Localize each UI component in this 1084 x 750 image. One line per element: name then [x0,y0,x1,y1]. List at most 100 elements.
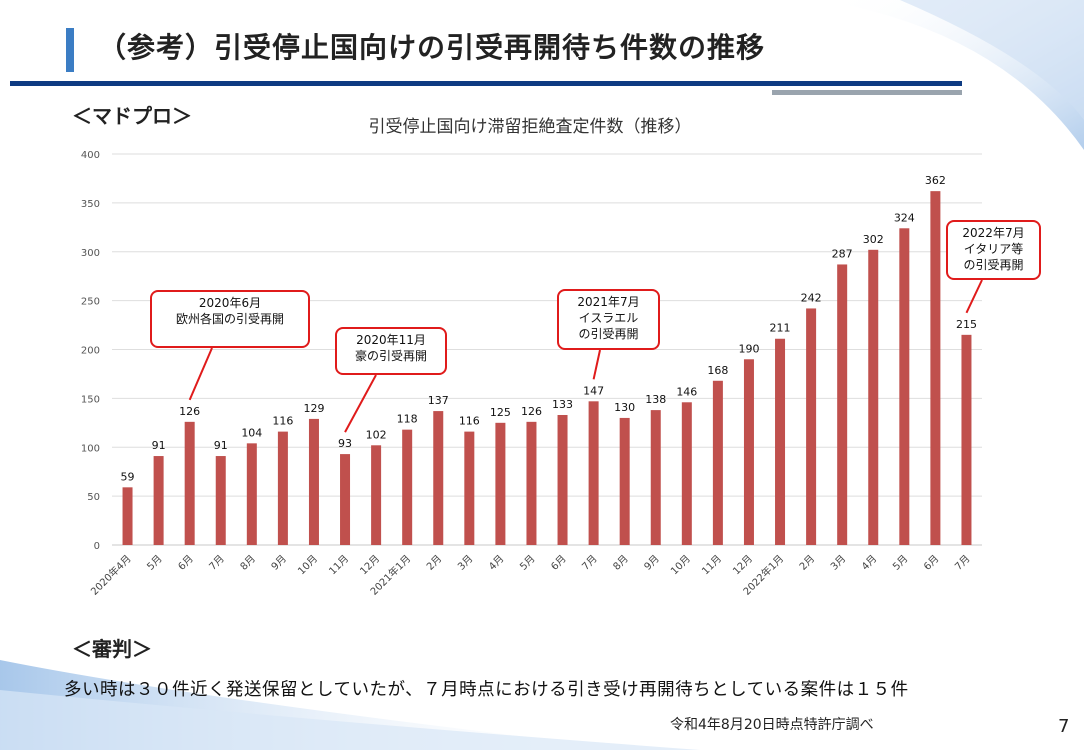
bar [122,487,133,545]
bar [743,359,754,545]
data-label: 125 [490,406,511,419]
x-tick-label: 3月 [828,553,848,573]
bar [619,417,630,545]
bar [681,402,692,545]
x-tick-label: 4月 [859,553,879,573]
callout-line: イスラエル [578,311,639,325]
bar [433,411,444,545]
data-label: 242 [801,291,822,304]
x-tick-label: 8月 [238,553,258,573]
callout-pointer [592,349,601,380]
data-label: 118 [397,413,418,426]
data-label: 91 [214,439,228,452]
callout-pointer [188,347,213,401]
x-tick-label: 9月 [269,553,289,573]
bar [650,410,661,545]
data-label: 126 [521,405,542,418]
callout-line: 豪の引受再開 [354,349,427,363]
callout-2020-11: 2020年11月 豪の引受再開 [335,327,447,375]
title-accent-bar [66,28,74,72]
bar [184,421,195,545]
section-heading-shinpan: ＜審判＞ [72,637,152,661]
x-tick-label: 11月 [327,553,352,578]
x-tick-label: 2020年4月 [88,552,134,598]
bar [961,334,972,545]
data-label: 215 [956,318,977,331]
bar [806,308,817,545]
data-label: 362 [925,174,946,187]
y-tick-label: 350 [81,199,100,210]
x-tick-label: 5月 [890,553,910,573]
data-label: 93 [338,437,352,450]
x-tick-label: 6月 [921,553,941,573]
bar [588,401,599,545]
callout-line: 2021年7月 [577,295,640,309]
bar [930,191,941,545]
y-tick-label: 300 [81,248,100,259]
title-underline-grey [772,90,962,95]
bar [308,418,319,545]
data-label: 126 [179,405,200,418]
data-label: 190 [738,342,759,355]
callout-line: 欧州各国の引受再開 [175,312,284,326]
data-label: 211 [770,322,791,335]
y-tick-label: 150 [81,394,100,405]
chart-title: 引受停止国向け滞留拒絶査定件数（推移） [368,117,692,137]
bar [402,429,413,545]
callout-2021-07: 2021年7月 イスラエル の引受再開 [557,289,660,350]
bar [371,445,382,545]
x-tick-label: 9月 [642,553,662,573]
data-label: 130 [614,401,635,414]
data-label: 137 [428,394,449,407]
bar [837,264,848,545]
x-tick-label: 2月 [797,553,817,573]
bar [277,431,288,545]
callout-pointer [344,374,377,433]
x-tick-label: 8月 [611,553,631,573]
x-tick-label: 5月 [518,553,538,573]
callout-line: の引受再開 [578,327,639,341]
y-tick-label: 200 [81,346,100,357]
y-tick-label: 100 [81,443,100,454]
bar [712,380,723,545]
x-tick-label: 7月 [207,553,227,573]
x-tick-label: 7月 [953,553,973,573]
x-tick-label: 4月 [486,553,506,573]
callout-2022-07: 2022年7月 イタリア等 の引受再開 [946,220,1041,280]
bar [899,228,910,546]
data-label: 59 [121,470,135,483]
bar [246,443,257,545]
y-tick-label: 0 [94,541,100,552]
bar [868,249,879,546]
x-tick-label: 10月 [296,553,321,578]
bar [215,456,226,545]
x-tick-label: 3月 [455,553,475,573]
section-heading-madopro: ＜マドプロ＞ [72,104,192,128]
x-tick-label: 10月 [668,553,693,578]
data-label: 91 [152,439,166,452]
bar [495,422,506,545]
data-label: 102 [366,428,387,441]
data-label: 116 [459,415,480,428]
callout-line: 2020年6月 [198,296,262,310]
callout-pointer [965,279,983,314]
x-tick-label: 12月 [731,553,756,578]
bar [340,454,351,545]
data-label: 287 [832,247,853,260]
x-tick-label: 5月 [145,553,165,573]
source-note: 令和4年8月20日時点特許庁調べ [670,717,874,733]
bar [557,414,568,545]
data-label: 133 [552,398,573,411]
data-label: 138 [645,393,666,406]
title-underline [10,81,962,86]
data-label: 129 [303,402,324,415]
callout-line: の引受再開 [963,258,1024,272]
x-tick-label: 12月 [358,553,383,578]
data-label: 146 [676,385,697,398]
callout-line: イタリア等 [963,242,1024,256]
bar [775,338,786,545]
y-tick-label: 50 [87,492,100,503]
data-label: 324 [894,211,915,224]
